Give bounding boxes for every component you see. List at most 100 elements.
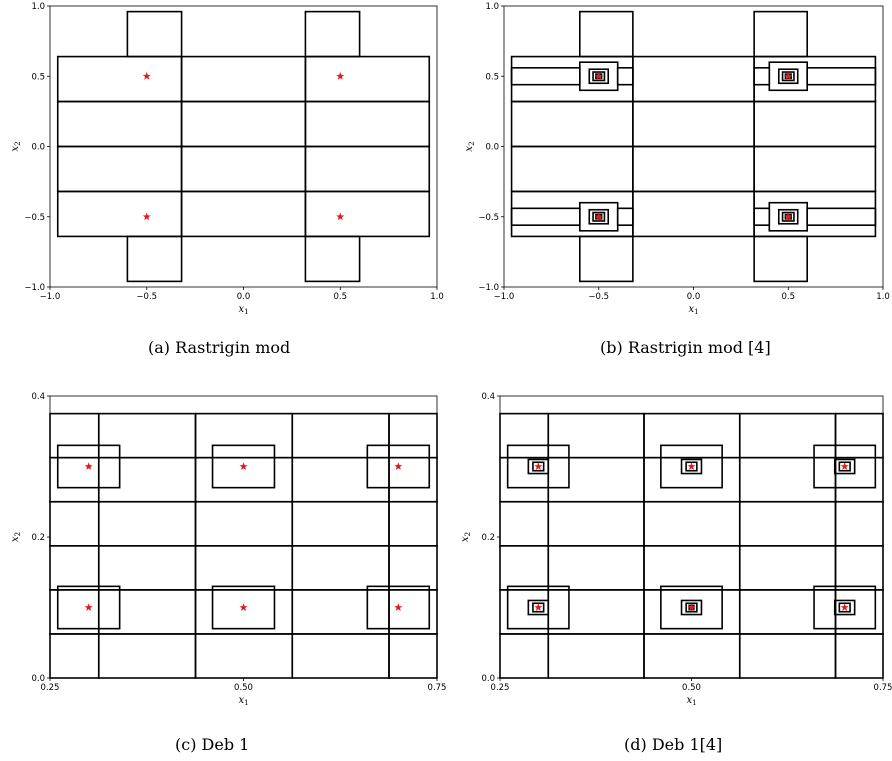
x-tick-label: 1.0	[430, 292, 444, 302]
partition-rect	[304, 10, 361, 58]
partition-rect	[532, 461, 545, 472]
partition-rect	[806, 67, 877, 86]
optimum-star-marker	[840, 462, 849, 470]
x-axis-label: x1	[688, 304, 698, 316]
optimum-star-marker	[394, 603, 403, 611]
partition-rect	[211, 444, 276, 489]
partition-rect	[194, 589, 294, 635]
partition-rect	[506, 444, 570, 489]
y-tick-label: 0.4	[481, 392, 495, 402]
partition-rect	[56, 145, 183, 193]
partition-rect	[56, 585, 121, 630]
partition-rect	[366, 585, 431, 630]
partition-rect	[510, 207, 581, 226]
optimum-star-marker	[687, 603, 696, 611]
optimum-star-marker	[336, 212, 345, 221]
partition-rect	[753, 207, 771, 226]
partition-rect	[834, 633, 884, 679]
partition-rect	[547, 545, 645, 591]
partition-rect	[97, 456, 197, 503]
partition-rect	[180, 100, 307, 148]
partition-rect	[388, 412, 438, 459]
x-axis-label: x1	[238, 695, 248, 707]
partition-rect	[738, 545, 837, 591]
optimum-star-marker	[840, 603, 849, 611]
partition-rect	[547, 456, 645, 503]
partition-rect	[194, 412, 294, 459]
partition-rect	[304, 235, 361, 283]
axes-frame	[49, 395, 438, 679]
partition-rect	[616, 67, 634, 86]
partition-rect	[643, 545, 741, 591]
x-axis-label: x1	[686, 695, 696, 707]
partition-rect	[643, 412, 741, 459]
optimum-star-marker	[594, 212, 603, 221]
partition-rect	[49, 633, 100, 679]
x-tick-label: −1.0	[494, 292, 515, 302]
partition-rect	[632, 55, 755, 103]
partition-rect	[49, 500, 100, 547]
y-tick-label: 0.0	[31, 674, 45, 684]
optimum-star-marker	[784, 72, 793, 80]
optimum-star-marker	[534, 462, 543, 470]
y-tick-label: −0.5	[24, 213, 45, 223]
x-tick-label: 0.25	[491, 683, 510, 693]
partition-rect	[833, 458, 856, 475]
optimum-star-marker	[784, 212, 793, 221]
axes-frame	[499, 395, 884, 679]
partition-rect	[738, 500, 837, 547]
partition-rect	[194, 633, 294, 679]
panel-b: −1.0 −0.5 0.0 0.5 1.0 −1.0 −0.5 0.0 0.5 1.0 x1 x2	[464, 2, 890, 316]
y-axis-label: x2	[460, 532, 472, 542]
partition-rect	[643, 500, 741, 547]
partition-rect	[777, 68, 799, 85]
y-tick-label: −1.0	[478, 283, 499, 293]
x-tick-label: 0.50	[234, 683, 253, 693]
partition-rect	[834, 545, 884, 591]
partition-rect	[632, 100, 755, 148]
x-tick-label: 0.0	[687, 292, 701, 302]
partition-rect	[781, 211, 795, 222]
x-tick-label: 0.50	[682, 683, 701, 693]
partition-rect	[753, 235, 809, 283]
caption-d: (d) Deb 1[4]	[624, 735, 723, 754]
partition-rect	[510, 55, 634, 103]
optimum-star-marker	[594, 72, 603, 80]
partition-rect	[547, 412, 645, 459]
partition-rect	[592, 71, 606, 82]
partition-rect	[97, 633, 197, 679]
partition-rect	[499, 545, 550, 591]
partition-rect	[547, 500, 645, 547]
partition-rect	[194, 500, 294, 547]
partition-rect	[510, 67, 581, 86]
partition-rect	[813, 444, 877, 489]
partition-rect	[592, 211, 606, 222]
partition-rect	[304, 100, 431, 148]
partition-rect	[388, 545, 438, 591]
x-tick-label: 0.25	[41, 683, 60, 693]
partition-rect	[291, 500, 390, 547]
partition-rect	[56, 444, 121, 489]
y-tick-label: 0.4	[31, 392, 45, 402]
partition-rect	[49, 545, 100, 591]
y-tick-label: 0.5	[31, 72, 45, 82]
y-axis-label: x2	[10, 532, 22, 542]
partition-rect	[304, 55, 431, 103]
y-tick-label: 0.2	[31, 533, 45, 543]
x-tick-label: −0.5	[136, 292, 157, 302]
partition-rect	[291, 589, 390, 635]
optimum-star-marker	[142, 212, 151, 221]
partition-rect	[97, 545, 197, 591]
partition-rect	[304, 190, 431, 238]
partition-rect	[685, 461, 698, 472]
partition-rect	[660, 444, 723, 489]
partition-rect	[547, 589, 645, 635]
partition-rect	[643, 633, 741, 679]
partition-rect	[660, 585, 723, 630]
x-tick-label: 0.5	[333, 292, 347, 302]
partition-rect	[97, 412, 197, 459]
partition-rect	[632, 190, 755, 238]
partition-rect	[781, 71, 795, 82]
partition-rect	[510, 145, 634, 193]
partition-rect	[753, 100, 877, 148]
